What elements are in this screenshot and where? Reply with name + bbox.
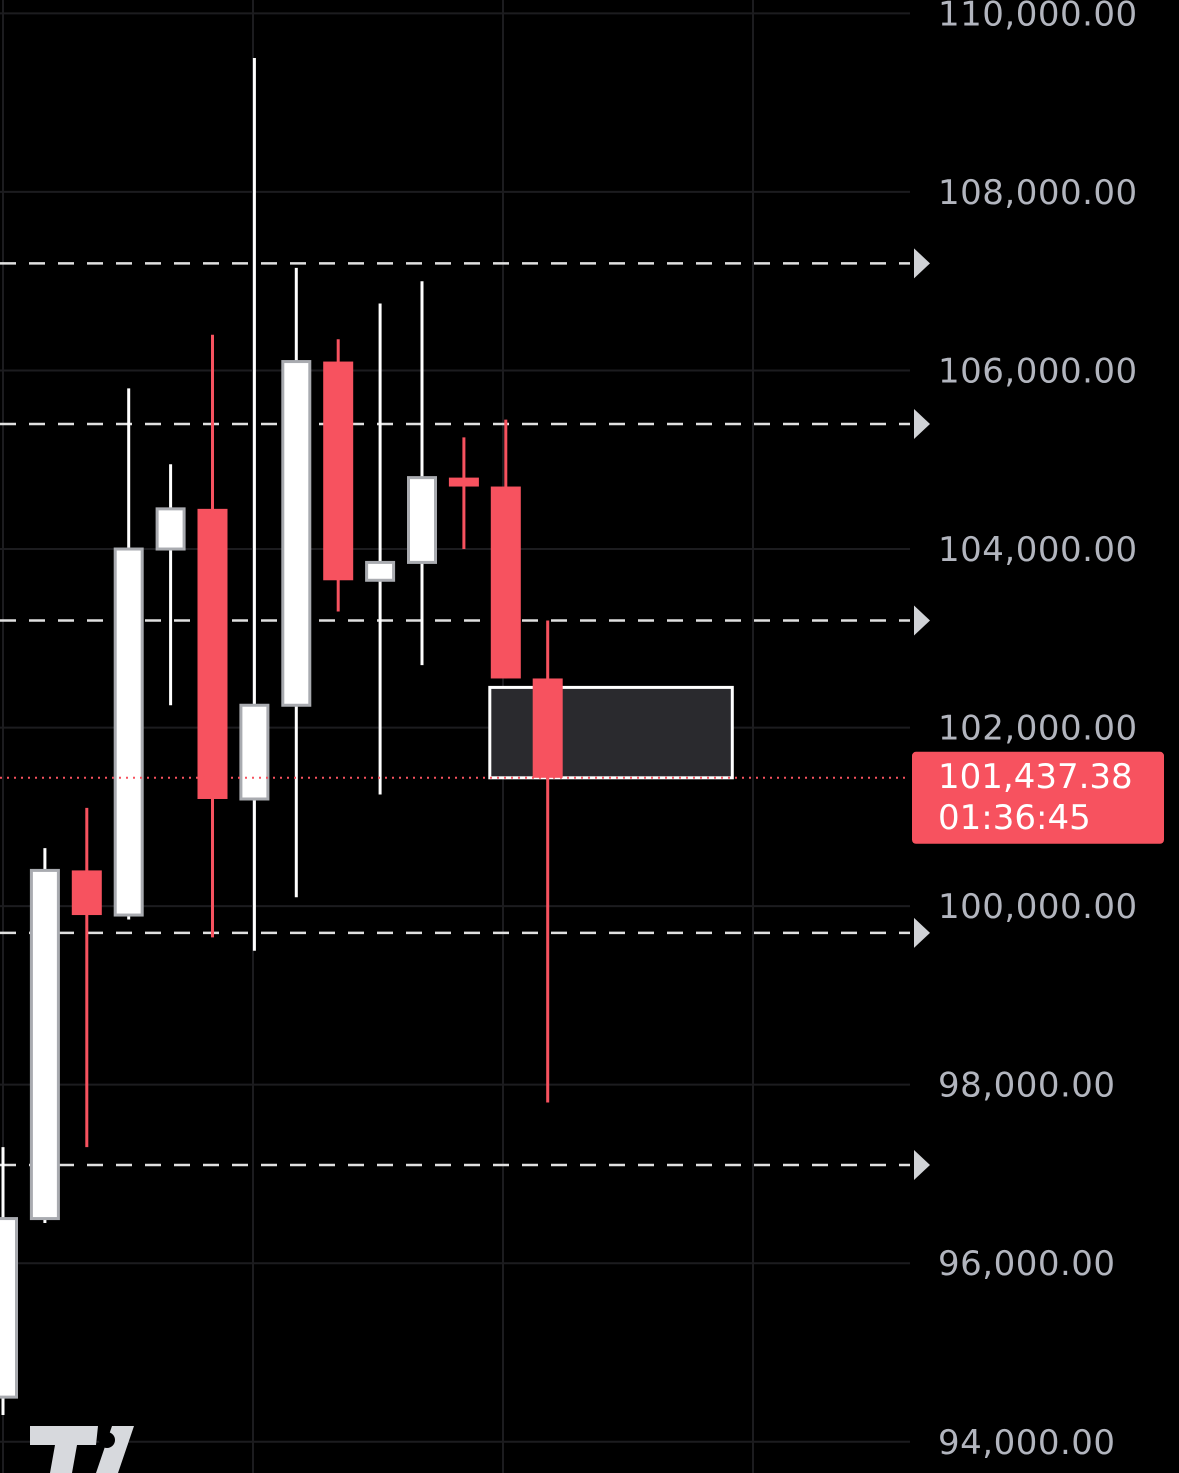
price-axis-tick-label: 102,000.00	[938, 709, 1138, 749]
candle-body	[0, 1217, 18, 1399]
candle[interactable]	[29, 848, 60, 1224]
candle[interactable]	[113, 388, 144, 920]
candle[interactable]	[448, 437, 479, 550]
candle-body	[155, 507, 186, 551]
price-axis-tick-label: 104,000.00	[938, 530, 1138, 570]
price-tag-value: 101,437.38	[938, 757, 1133, 797]
level-arrow-icon[interactable]	[914, 917, 930, 948]
price-axis-tick-label: 106,000.00	[938, 351, 1138, 391]
candle[interactable]	[490, 419, 521, 679]
candle[interactable]	[407, 281, 437, 666]
candle-body	[113, 547, 144, 917]
price-axis-tick-label: 96,000.00	[938, 1244, 1116, 1284]
price-tag-countdown: 01:36:45	[938, 798, 1091, 838]
level-arrow-icon[interactable]	[914, 248, 930, 279]
level-arrow-icon[interactable]	[914, 1150, 930, 1181]
price-axis[interactable]: 110,000.00 108,000.00 106,000.00 104,000.00…	[938, 0, 1138, 1463]
candle-body	[281, 360, 312, 707]
current-price-tag: 101,437.38 01:36:45	[912, 751, 1164, 844]
price-zone-box[interactable]	[488, 685, 734, 780]
price-axis-tick-label: 110,000.00	[938, 0, 1138, 34]
candle-body	[197, 508, 228, 799]
candle-body	[323, 361, 354, 581]
candle[interactable]	[532, 620, 563, 1103]
candle-body	[490, 486, 521, 679]
candle[interactable]	[281, 267, 312, 898]
price-axis-tick-label: 98,000.00	[938, 1066, 1116, 1106]
candle-body	[239, 703, 270, 801]
price-axis-tick-label: 108,000.00	[938, 173, 1138, 213]
candle[interactable]	[365, 303, 396, 795]
candle-body	[71, 870, 102, 916]
candle[interactable]	[323, 339, 354, 612]
candle-body	[407, 476, 437, 564]
candles-layer[interactable]	[0, 58, 563, 1415]
price-tag-background	[912, 751, 1164, 844]
candle[interactable]	[239, 58, 270, 951]
price-axis-tick-label: 100,000.00	[938, 887, 1138, 927]
candle-body	[448, 477, 479, 487]
candle-body	[29, 868, 60, 1221]
candle[interactable]	[71, 807, 102, 1148]
candle-body	[532, 678, 563, 778]
candle-body	[365, 560, 396, 582]
zone-layer[interactable]	[488, 685, 734, 780]
level-arrow-icon[interactable]	[914, 409, 930, 440]
candle[interactable]	[197, 334, 228, 938]
horizontal-levels[interactable]	[0, 248, 930, 1181]
price-axis-tick-label: 94,000.00	[938, 1423, 1116, 1463]
tradingview-logo[interactable]	[30, 1426, 134, 1473]
candle[interactable]	[0, 1147, 18, 1415]
candle[interactable]	[155, 464, 186, 706]
level-arrow-icon[interactable]	[914, 605, 930, 636]
